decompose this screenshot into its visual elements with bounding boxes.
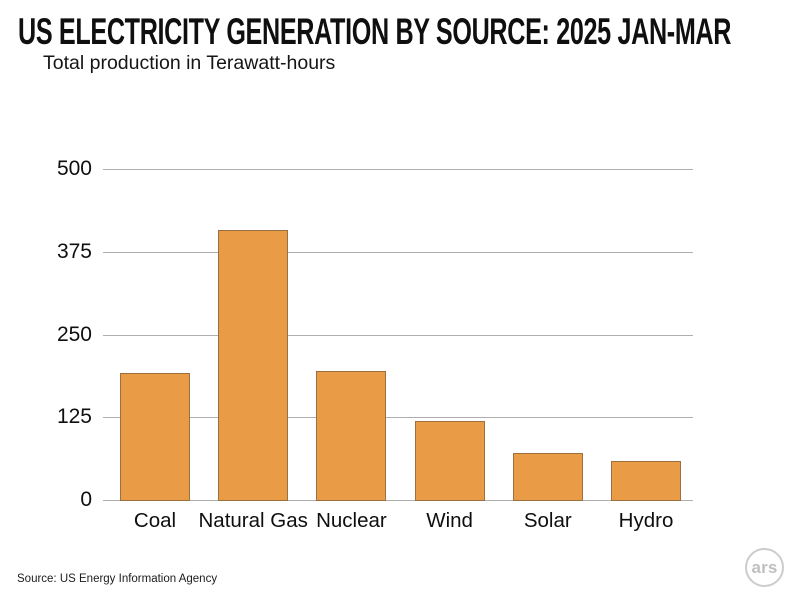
ars-logo-text: ars: [751, 557, 778, 577]
source-note: Source: US Energy Information Agency: [17, 573, 218, 585]
gridline-y-125: [103, 417, 693, 419]
bar-solar: [512, 452, 583, 501]
ars-technica-logo: ars: [745, 548, 784, 587]
bar-hydro: [611, 460, 681, 501]
x-axis-label-wind: Wind: [426, 509, 473, 532]
chart-title: US ELECTRICITY GENERATION BY SOURCE: 202…: [18, 11, 732, 52]
x-axis-label-hydro: Hydro: [618, 509, 674, 532]
gridline-y-0: [103, 500, 693, 501]
chart-subtitle: Total production in Terawatt-hours: [43, 52, 336, 74]
bar-nuclear: [316, 371, 387, 501]
x-axis-label-nuclear: Nuclear: [316, 509, 387, 532]
gridline-y-500: [103, 169, 693, 170]
x-axis-label-solar: Solar: [523, 509, 572, 532]
y-axis-tick-500: 500: [56, 157, 92, 180]
bar-coal: [120, 372, 190, 501]
y-axis-tick-0: 0: [80, 488, 92, 511]
y-axis-tick-125: 125: [56, 405, 92, 429]
bar-natural-gas: [218, 229, 289, 501]
gridline-y-250: [103, 334, 693, 336]
x-axis-label-natural-gas: Natural Gas: [198, 509, 308, 532]
bar-wind: [414, 420, 485, 501]
y-axis-tick-375: 375: [56, 239, 92, 263]
x-axis-label-coal: Coal: [133, 509, 177, 532]
y-axis-tick-250: 250: [56, 322, 92, 346]
gridline-y-375: [103, 251, 693, 253]
